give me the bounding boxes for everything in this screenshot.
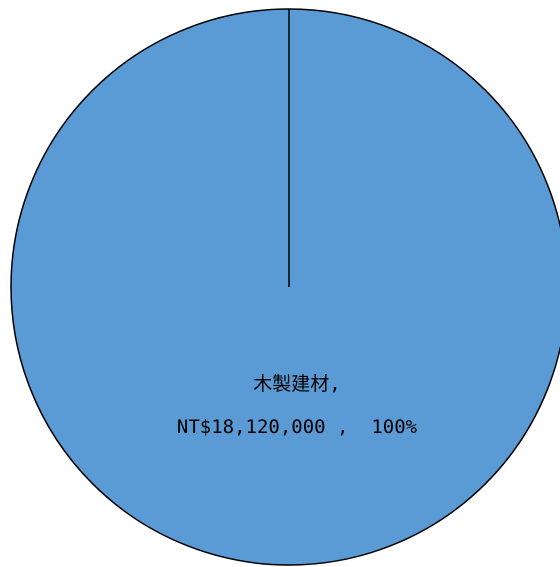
slice-value-label: NT$18,120,000 , 100%	[177, 416, 418, 438]
slices	[10, 8, 560, 566]
separator: ,	[329, 373, 340, 395]
pie-slice	[10, 8, 560, 566]
separator: ,	[326, 416, 372, 438]
slice-label: 木製建材,	[253, 373, 340, 395]
amount-label: NT$18,120,000	[177, 416, 326, 438]
category-label: 木製建材	[253, 373, 329, 395]
percent-label: 100%	[371, 416, 417, 438]
